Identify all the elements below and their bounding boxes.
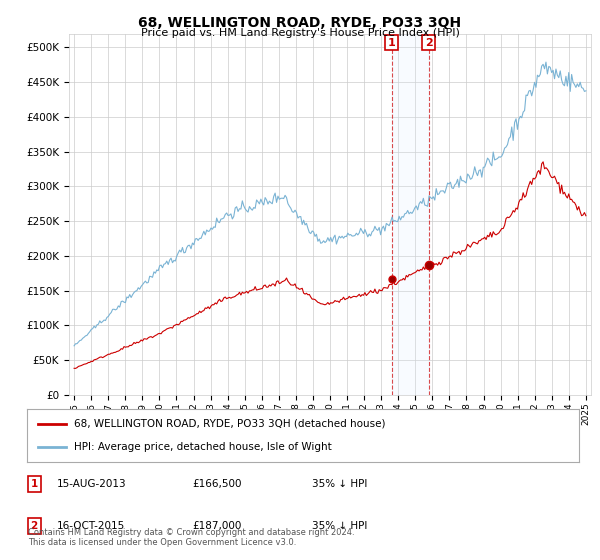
Text: 15-AUG-2013: 15-AUG-2013: [57, 479, 127, 489]
Text: 35% ↓ HPI: 35% ↓ HPI: [312, 479, 367, 489]
Text: 1: 1: [31, 479, 38, 489]
Text: 68, WELLINGTON ROAD, RYDE, PO33 3QH (detached house): 68, WELLINGTON ROAD, RYDE, PO33 3QH (det…: [74, 419, 385, 429]
Text: Contains HM Land Registry data © Crown copyright and database right 2024.
This d: Contains HM Land Registry data © Crown c…: [28, 528, 355, 547]
Text: Price paid vs. HM Land Registry's House Price Index (HPI): Price paid vs. HM Land Registry's House …: [140, 28, 460, 38]
Text: 16-OCT-2015: 16-OCT-2015: [57, 521, 125, 531]
Text: HPI: Average price, detached house, Isle of Wight: HPI: Average price, detached house, Isle…: [74, 442, 332, 452]
Text: £166,500: £166,500: [192, 479, 241, 489]
Text: 2: 2: [31, 521, 38, 531]
Bar: [392, 34, 429, 395]
Text: £187,000: £187,000: [192, 521, 241, 531]
Text: 68, WELLINGTON ROAD, RYDE, PO33 3QH: 68, WELLINGTON ROAD, RYDE, PO33 3QH: [139, 16, 461, 30]
Text: 1: 1: [388, 38, 395, 48]
Text: 35% ↓ HPI: 35% ↓ HPI: [312, 521, 367, 531]
Text: 2: 2: [425, 38, 433, 48]
